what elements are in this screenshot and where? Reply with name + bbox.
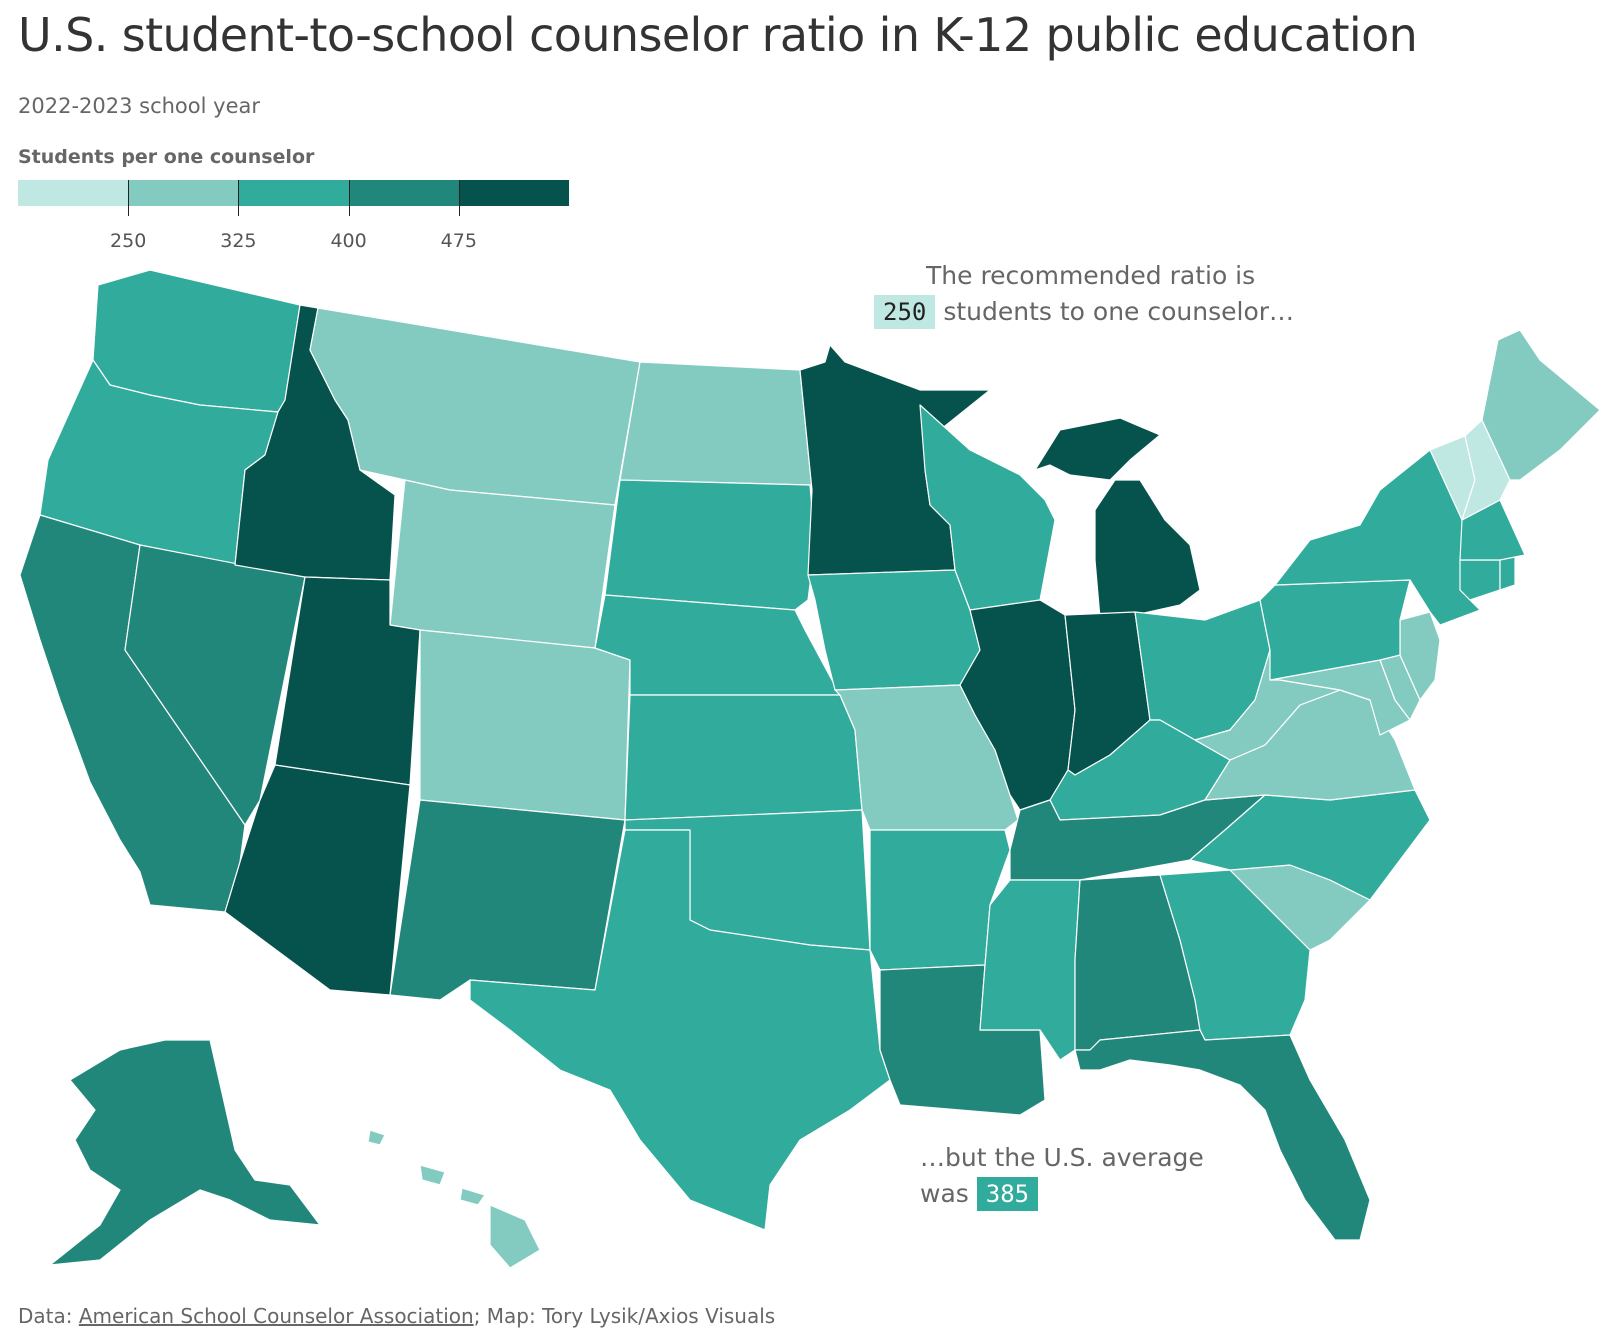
legend-tick bbox=[348, 180, 350, 216]
footer-map-credit: ; Map: Tory Lysik/Axios Visuals bbox=[473, 1304, 776, 1328]
state-nm bbox=[389, 799, 626, 1001]
state-ks bbox=[624, 694, 863, 821]
legend-bin-2 bbox=[238, 180, 350, 206]
footer-data-prefix: Data: bbox=[18, 1304, 73, 1328]
legend-tick-label: 325 bbox=[220, 230, 257, 252]
state-me bbox=[1481, 329, 1601, 481]
state-nc bbox=[1189, 789, 1431, 901]
legend-bin-3 bbox=[348, 180, 460, 206]
average-annotation: …but the U.S. average was 385 bbox=[920, 1140, 1204, 1212]
average-text-line1: …but the U.S. average bbox=[920, 1143, 1204, 1172]
legend-color-scale: 250 325 400 475 bbox=[18, 180, 570, 252]
state-az bbox=[224, 764, 411, 996]
state-ne bbox=[594, 594, 841, 696]
page-title: U.S. student-to-school counselor ratio i… bbox=[18, 8, 1418, 62]
state-ia bbox=[807, 569, 981, 691]
footer-credit: Data: American School Counselor Associat… bbox=[18, 1304, 775, 1328]
legend-tick bbox=[128, 180, 130, 216]
average-text-prefix: was bbox=[920, 1179, 969, 1208]
recommended-text-line2: students to one counselor… bbox=[943, 297, 1295, 326]
page-subtitle: 2022-2023 school year bbox=[18, 94, 260, 118]
average-value-badge: 385 bbox=[976, 1177, 1039, 1211]
state-wy bbox=[389, 479, 616, 649]
state-co bbox=[419, 629, 631, 821]
state-tx bbox=[469, 829, 891, 1231]
state-fl bbox=[1074, 1029, 1371, 1241]
state-ak bbox=[49, 1039, 321, 1266]
recommended-annotation: The recommended ratio is 250 students to… bbox=[874, 258, 1294, 330]
legend-tick bbox=[458, 180, 460, 216]
state-ct bbox=[1459, 559, 1501, 601]
source-link[interactable]: American School Counselor Association bbox=[78, 1304, 474, 1328]
state-ri bbox=[1499, 554, 1516, 591]
legend-tick-label: 475 bbox=[440, 230, 477, 252]
state-wv bbox=[1194, 649, 1341, 761]
legend-tick-label: 400 bbox=[330, 230, 367, 252]
us-choropleth-map bbox=[19, 269, 1601, 1269]
recommended-text-line1: The recommended ratio is bbox=[926, 261, 1256, 290]
legend-bin-4 bbox=[458, 180, 570, 206]
state-mi bbox=[1034, 417, 1201, 619]
state-sd bbox=[604, 479, 816, 611]
state-hi bbox=[367, 1129, 541, 1269]
legend-tick-label: 250 bbox=[110, 230, 147, 252]
recommended-value-badge: 250 bbox=[874, 295, 936, 329]
legend-tick bbox=[238, 180, 240, 216]
legend-title: Students per one counselor bbox=[18, 146, 315, 168]
legend-bin-0 bbox=[18, 180, 129, 206]
legend-bin-1 bbox=[128, 180, 239, 206]
state-nd bbox=[619, 361, 813, 491]
